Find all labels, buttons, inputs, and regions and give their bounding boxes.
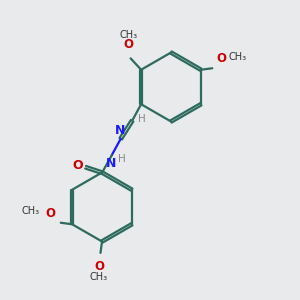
Text: N: N <box>115 124 125 136</box>
Text: N: N <box>106 157 116 170</box>
Text: O: O <box>94 260 104 272</box>
Text: O: O <box>217 52 227 64</box>
Text: CH₃: CH₃ <box>22 206 40 216</box>
Text: O: O <box>45 207 55 220</box>
Text: O: O <box>124 38 134 51</box>
Text: H: H <box>137 114 145 124</box>
Text: CH₃: CH₃ <box>229 52 247 62</box>
Text: CH₃: CH₃ <box>90 272 108 281</box>
Text: CH₃: CH₃ <box>119 30 138 40</box>
Text: H: H <box>118 154 126 164</box>
Text: O: O <box>73 159 83 172</box>
